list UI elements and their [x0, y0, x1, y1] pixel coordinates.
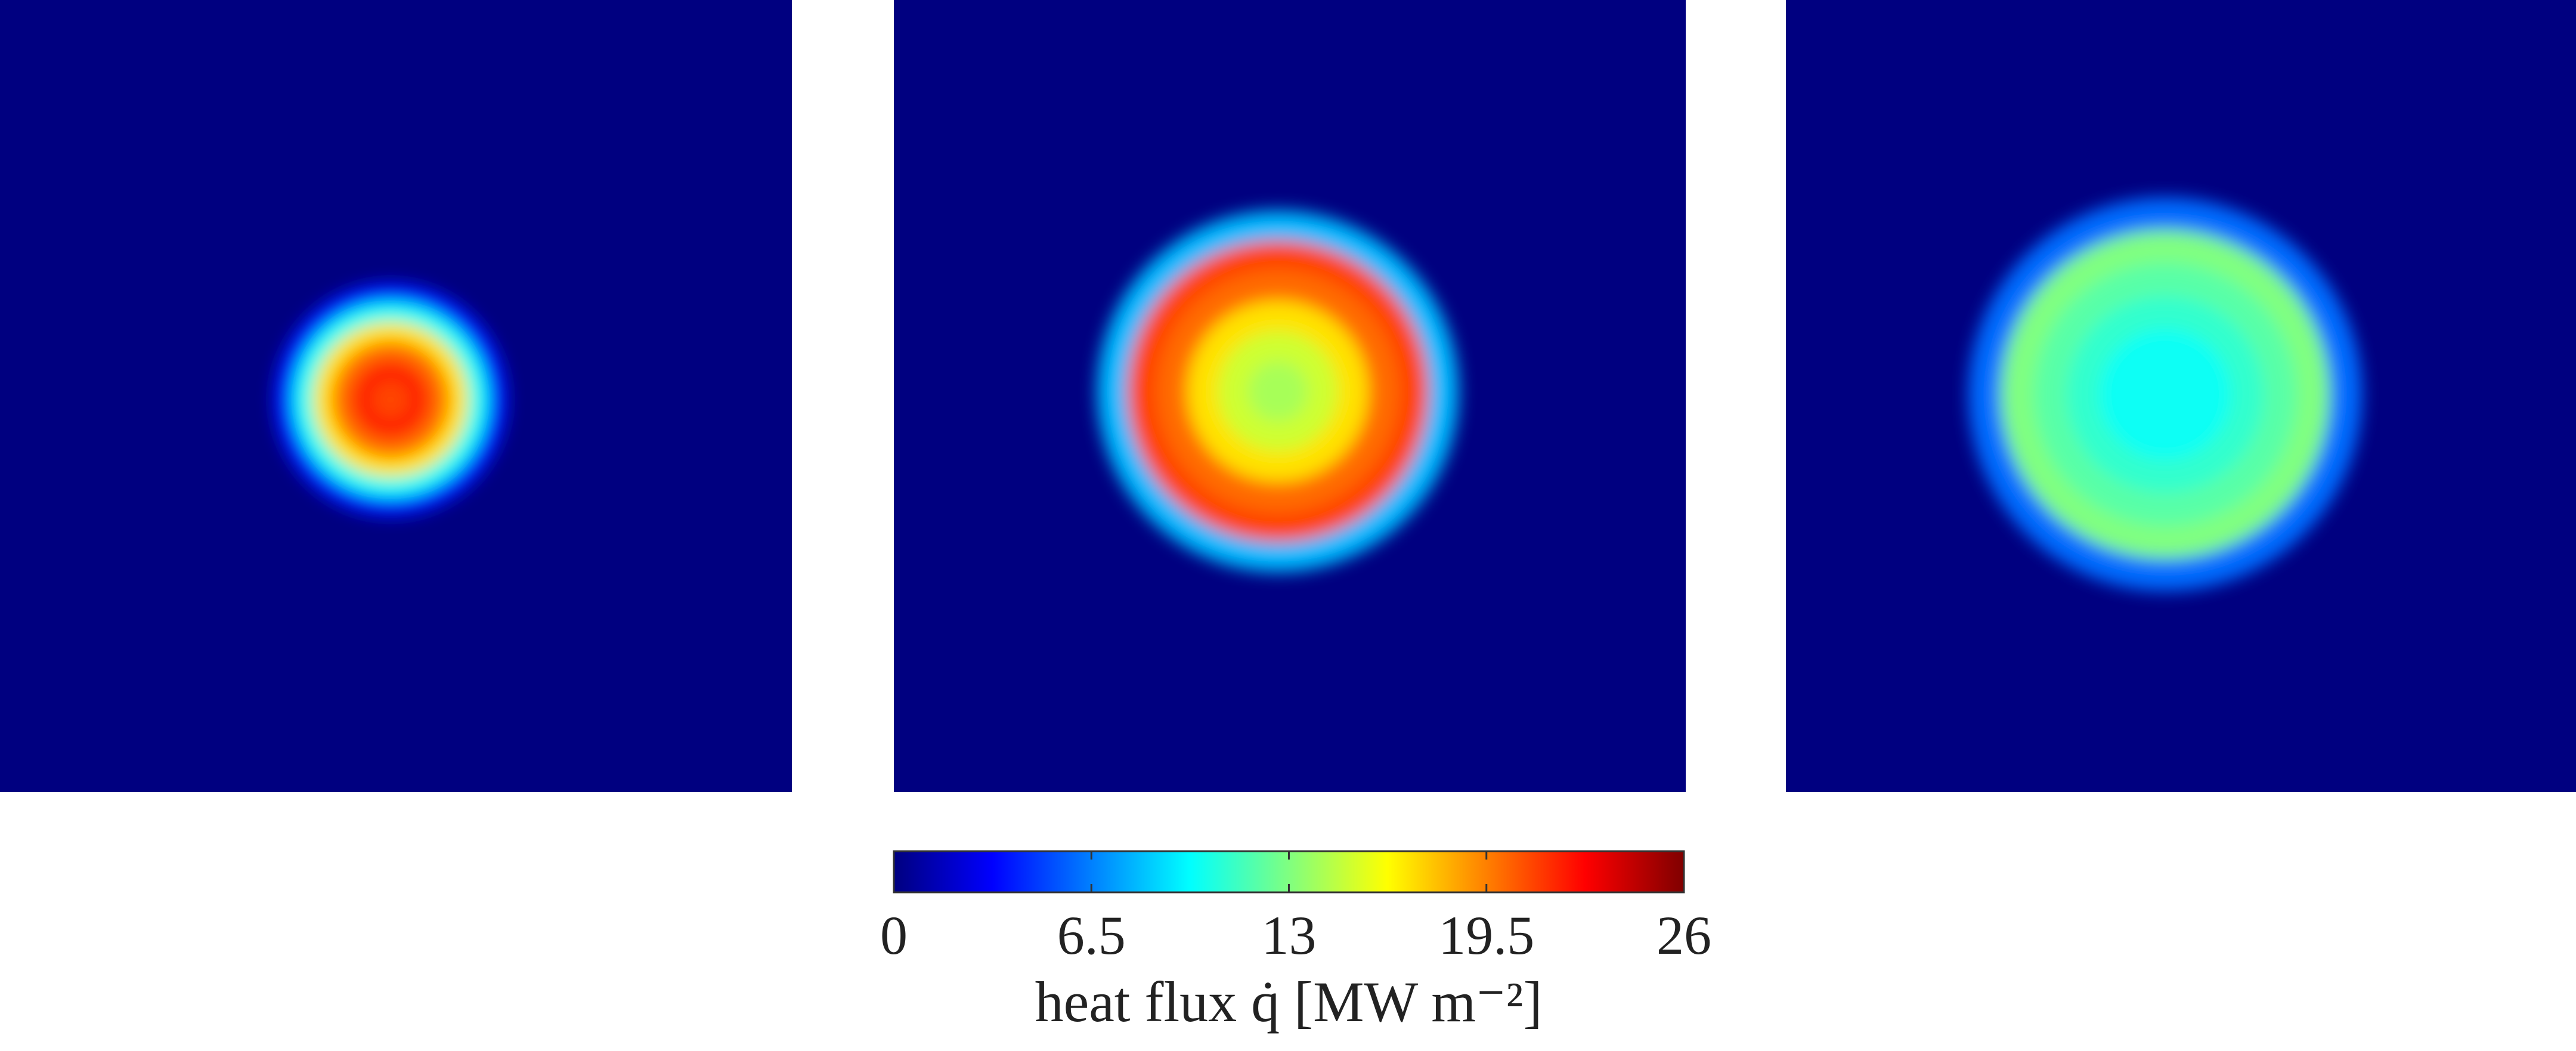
colorbar-tick-label: 0	[880, 905, 908, 966]
heat-ring	[371, 380, 410, 419]
heat-spot	[1968, 197, 2362, 591]
heat-spot	[274, 283, 507, 517]
heat-ring	[2132, 361, 2198, 427]
heat-ring	[1247, 361, 1308, 422]
colorbar-tick-label: 6.5	[1057, 905, 1126, 966]
colorbar-tick-label: 26	[1657, 905, 1711, 966]
colorbar-tick-label: 13	[1262, 905, 1317, 966]
heat-spot	[1097, 211, 1459, 572]
colorbar-label: heat flux q̇ [MW m⁻²]	[1035, 970, 1543, 1034]
colorbar-tick-label: 19.5	[1438, 905, 1534, 966]
